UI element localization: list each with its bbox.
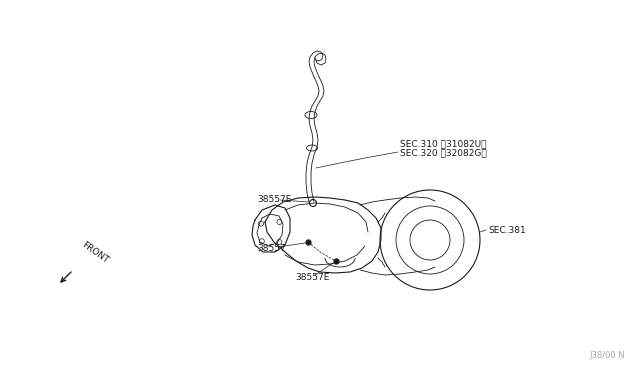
Text: SEC.381: SEC.381 (488, 225, 525, 234)
Text: J38/00 N: J38/00 N (589, 351, 625, 360)
Text: 38557: 38557 (257, 244, 285, 253)
Circle shape (310, 199, 317, 206)
Text: SEC.320 〱32082G〳: SEC.320 〱32082G〳 (400, 148, 487, 157)
Text: 38557E: 38557E (257, 195, 291, 203)
Text: 38557E: 38557E (295, 273, 330, 282)
Text: SEC.310 〱31082U〳: SEC.310 〱31082U〳 (400, 139, 486, 148)
Text: FRONT: FRONT (80, 240, 110, 265)
